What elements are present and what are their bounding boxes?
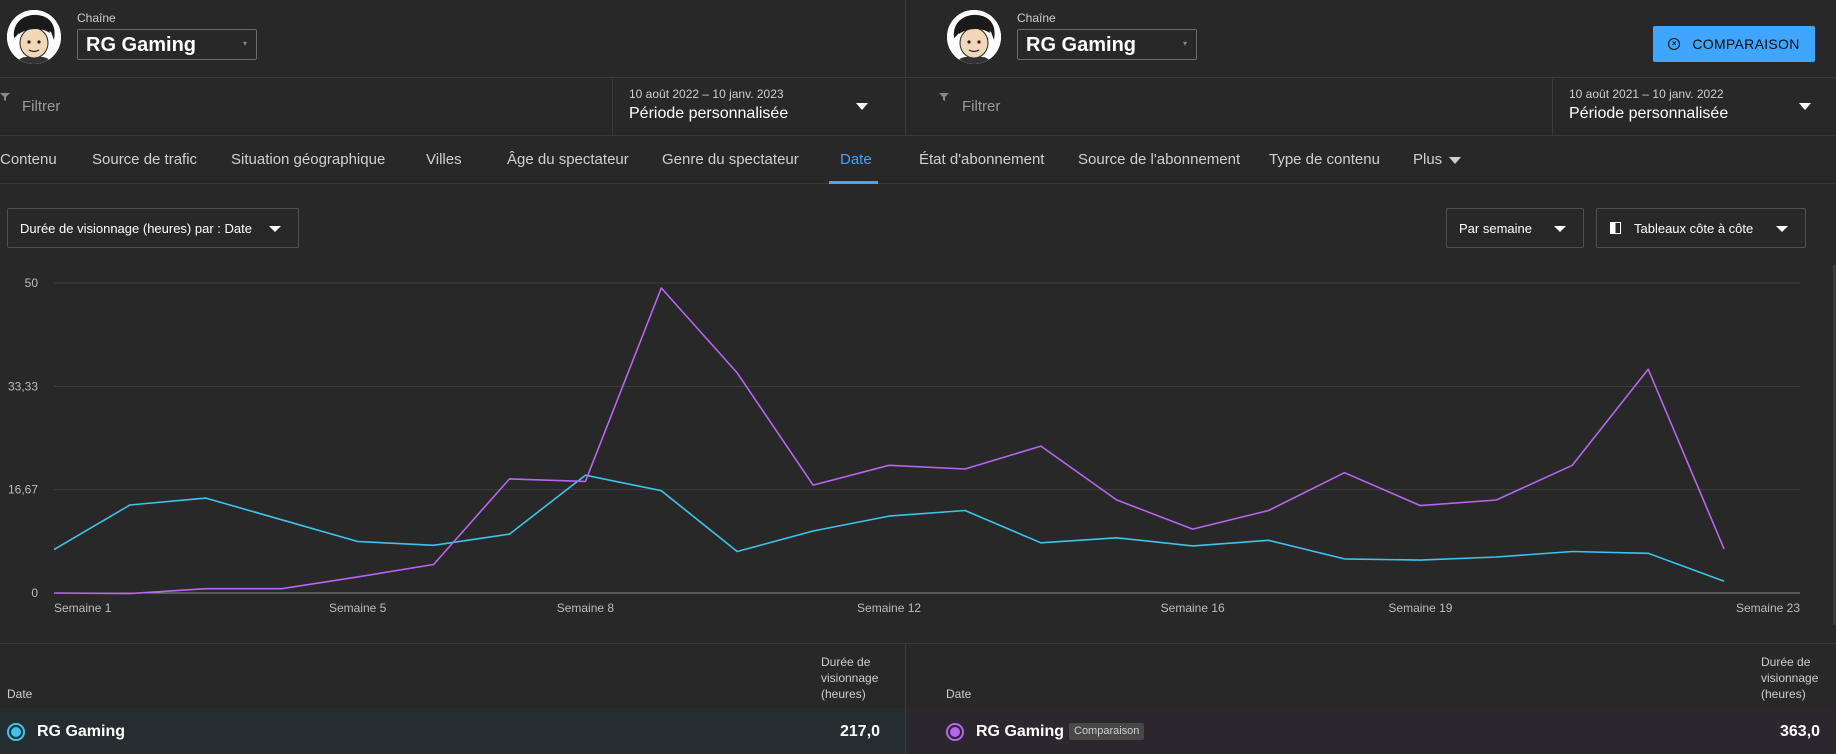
filter-input-right[interactable]: Filtrer [962, 98, 1000, 115]
chevron-down-icon [1554, 226, 1566, 232]
chevron-down-icon: ▾ [243, 39, 247, 48]
x-tick-label: Semaine 12 [857, 601, 921, 615]
caret-down-icon [1449, 157, 1461, 164]
column-divider [905, 0, 906, 78]
header: Chaîne RG Gaming ▾ Chaîne RG Gaming ▾ × … [0, 0, 1836, 78]
active-tab-indicator [829, 181, 878, 184]
y-tick-label: 0 [31, 586, 38, 600]
avatar-illustration-icon [947, 10, 1001, 64]
tab-etat-d-abonnement[interactable]: État d'abonnement [919, 151, 1044, 168]
y-tick-label: 16,67 [8, 483, 38, 497]
column-header-watch-time-right[interactable]: Durée de visionnage (heures) [1761, 654, 1818, 702]
filter-icon [939, 93, 949, 101]
x-tick-label: Semaine 23 [1736, 601, 1800, 615]
series-radio-icon[interactable] [7, 723, 25, 741]
column-header-date-left[interactable]: Date [7, 686, 32, 702]
interval-dropdown[interactable]: Par semaine [1446, 208, 1584, 248]
tab-date[interactable]: Date [840, 151, 872, 168]
tab-situation-geographique[interactable]: Situation géographique [231, 151, 385, 168]
filter-input-left[interactable]: Filtrer [22, 98, 60, 115]
x-tick-label: Semaine 5 [329, 601, 387, 615]
tab-source-de-l-abonnement[interactable]: Source de l'abonnement [1078, 151, 1240, 168]
chevron-down-icon: ▾ [1183, 39, 1187, 48]
interval-dropdown-label: Par semaine [1459, 221, 1532, 236]
table-row-left[interactable]: RG Gaming 217,0 [0, 708, 906, 754]
view-mode-dropdown-label: Tableaux côte à côte [1634, 221, 1753, 236]
date-range-right: 10 août 2021 – 10 janv. 2022 [1569, 87, 1724, 101]
channel-select-right[interactable]: RG Gaming ▾ [1017, 29, 1197, 60]
avatar-illustration-icon [7, 10, 61, 64]
tab-contenu[interactable]: Contenu [0, 151, 57, 168]
series-line-0 [54, 475, 1724, 581]
period-type-right: Période personnalisée [1569, 105, 1728, 123]
column-header-watch-time-left[interactable]: Durée de visionnage (heures) [821, 654, 878, 702]
row-channel-name-right: RG Gaming [976, 723, 1064, 741]
close-circle-icon: × [1668, 38, 1680, 50]
date-range-picker-left[interactable]: 10 août 2022 – 10 janv. 2023 Période per… [612, 79, 906, 136]
filter-bar: Filtrer 10 août 2022 – 10 janv. 2023 Pér… [0, 79, 1836, 136]
channel-label-left: Chaîne [77, 11, 116, 25]
chevron-down-icon [1799, 103, 1811, 110]
metric-dropdown[interactable]: Durée de visionnage (heures) par : Date [7, 208, 299, 248]
channel-name-right: RG Gaming [1026, 34, 1136, 57]
tab-plus-label: Plus [1413, 151, 1442, 168]
column-divider [905, 79, 906, 136]
tab-villes[interactable]: Villes [426, 151, 462, 168]
data-table: Date Durée de visionnage (heures) RG Gam… [0, 643, 1836, 753]
table-row-right[interactable]: RG Gaming Comparaison 363,0 [906, 708, 1836, 754]
channel-avatar-right [947, 10, 1001, 64]
comparison-badge: Comparaison [1069, 723, 1144, 740]
side-by-side-icon [1610, 222, 1621, 234]
x-tick-label: Semaine 19 [1388, 601, 1452, 615]
channel-select-left[interactable]: RG Gaming ▾ [77, 29, 257, 60]
channel-avatar-left [7, 10, 61, 64]
y-tick-label: 33,33 [8, 379, 38, 393]
row-channel-name-left: RG Gaming [37, 723, 125, 741]
tab-age-du-spectateur[interactable]: Âge du spectateur [507, 151, 629, 168]
row-value-right: 363,0 [1780, 723, 1820, 741]
metric-dropdown-label: Durée de visionnage (heures) par : Date [20, 221, 252, 236]
radio-fill [950, 727, 960, 737]
row-value-left: 217,0 [840, 723, 880, 741]
chevron-down-icon [856, 103, 868, 110]
chevron-down-icon [1776, 226, 1788, 232]
series-line-1 [54, 288, 1724, 594]
date-range-left: 10 août 2022 – 10 janv. 2023 [629, 87, 784, 101]
tab-genre-du-spectateur[interactable]: Genre du spectateur [662, 151, 799, 168]
date-range-picker-right[interactable]: 10 août 2021 – 10 janv. 2022 Période per… [1552, 79, 1836, 136]
radio-fill [11, 727, 21, 737]
filter-icon [0, 93, 10, 101]
column-header-date-right[interactable]: Date [946, 686, 971, 702]
series-radio-icon[interactable] [946, 723, 964, 741]
chevron-down-icon [269, 226, 281, 232]
x-tick-label: Semaine 8 [557, 601, 615, 615]
tab-type-de-contenu[interactable]: Type de contenu [1269, 151, 1380, 168]
view-mode-dropdown[interactable]: Tableaux côte à côte [1596, 208, 1806, 248]
channel-name-left: RG Gaming [86, 34, 196, 57]
watch-time-line-chart: 0 16,67 33,33 50 Semaine 1 Semaine 5 Semaine … [0, 265, 1836, 625]
x-tick-label: Semaine 16 [1161, 601, 1225, 615]
compare-button[interactable]: × COMPARAISON [1653, 26, 1815, 62]
compare-button-label: COMPARAISON [1692, 36, 1799, 52]
tab-source-de-trafic[interactable]: Source de trafic [92, 151, 197, 168]
x-tick-label: Semaine 1 [54, 601, 112, 615]
channel-label-right: Chaîne [1017, 11, 1056, 25]
tab-plus[interactable]: Plus [1413, 151, 1461, 168]
dimension-tabs: Contenu Source de trafic Situation géogr… [0, 137, 1836, 184]
y-tick-label: 50 [25, 276, 39, 290]
period-type-left: Période personnalisée [629, 105, 788, 123]
